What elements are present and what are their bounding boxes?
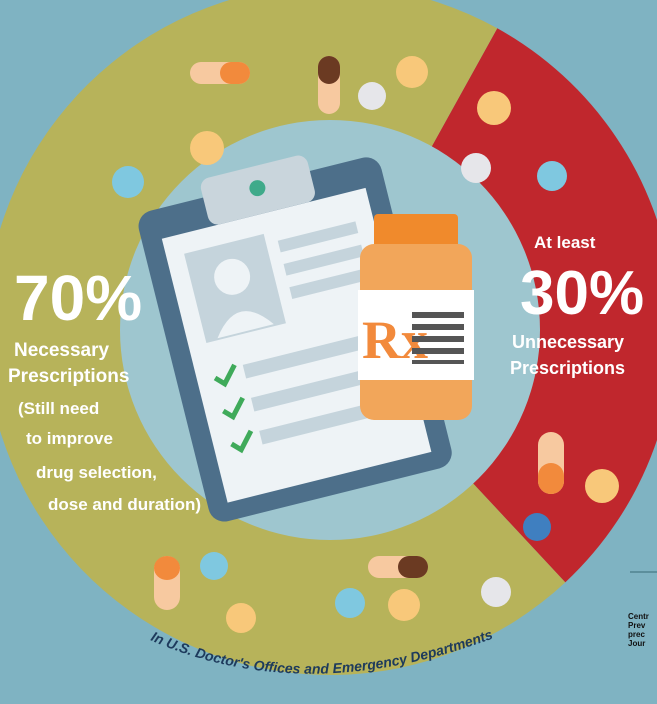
pill-tablet-icon — [112, 166, 144, 198]
unnecessary-label-line2: Prescriptions — [510, 358, 625, 378]
unnecessary-percent: 30% — [520, 259, 644, 328]
unnecessary-prefix: At least — [534, 233, 596, 252]
pill-tablet-icon — [585, 469, 619, 503]
necessary-note-3: drug selection, — [36, 463, 157, 482]
pill-capsule-icon — [368, 556, 428, 578]
pill-capsule-icon — [318, 56, 340, 114]
necessary-label-line2: Prescriptions — [8, 366, 129, 387]
unnecessary-label-line1: Unnecessary — [512, 332, 624, 352]
pill-tablet-icon — [461, 153, 491, 183]
prescription-bottle-icon: Rx — [358, 214, 474, 420]
pill-tablet-icon — [396, 56, 428, 88]
source-line: prec — [628, 630, 645, 639]
necessary-percent: 70% — [14, 262, 142, 334]
pill-tablet-icon — [481, 577, 511, 607]
necessary-note-4: dose and duration) — [48, 495, 201, 514]
pill-tablet-icon — [190, 131, 224, 165]
pill-tablet-icon — [537, 161, 567, 191]
necessary-note-2: to improve — [26, 429, 113, 448]
pill-capsule-icon — [538, 432, 564, 494]
pill-capsule-icon — [154, 556, 180, 610]
pill-tablet-icon — [226, 603, 256, 633]
pill-decorations — [112, 56, 619, 633]
pill-tablet-icon — [358, 82, 386, 110]
pill-tablet-icon — [523, 513, 551, 541]
checkmark-icon — [213, 363, 237, 388]
source-line: Jour — [628, 639, 646, 648]
pill-tablet-icon — [477, 91, 511, 125]
necessary-label-line1: Necessary — [14, 340, 110, 361]
checkmark-icon — [230, 429, 254, 454]
pill-tablet-icon — [335, 588, 365, 618]
pill-tablet-icon — [200, 552, 228, 580]
necessary-note-1: (Still need — [18, 399, 99, 418]
pill-tablet-icon — [388, 589, 420, 621]
pill-capsule-icon — [190, 62, 250, 84]
source-line: Prev — [628, 621, 646, 630]
checkmark-icon — [222, 396, 245, 421]
source-line: Centr — [628, 612, 649, 621]
source-note: Centr Prev prec Jour — [628, 612, 657, 648]
